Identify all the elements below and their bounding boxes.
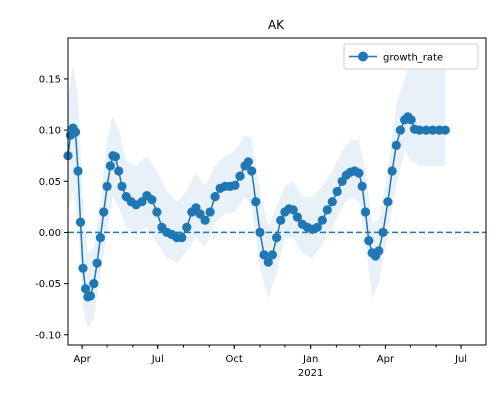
data-point xyxy=(378,227,388,237)
data-point xyxy=(210,192,220,202)
data-point xyxy=(267,250,277,260)
data-point xyxy=(114,166,124,176)
data-point xyxy=(387,166,397,176)
data-point xyxy=(395,125,405,135)
x-tick-label: Apr xyxy=(73,354,91,365)
data-point xyxy=(247,166,257,176)
data-point xyxy=(95,233,105,243)
data-point xyxy=(327,197,337,207)
x-year-label: 2021 xyxy=(298,368,323,379)
data-point xyxy=(105,161,115,171)
data-point xyxy=(255,227,265,237)
y-tick-label: 0.10 xyxy=(39,126,61,137)
data-point xyxy=(292,212,302,222)
x-tick-label: Jan xyxy=(302,354,318,365)
data-point xyxy=(177,233,187,243)
data-point xyxy=(414,125,425,135)
data-point xyxy=(117,181,127,191)
x-tick-label: Oct xyxy=(226,354,243,365)
data-point xyxy=(200,215,210,225)
data-point xyxy=(357,181,367,191)
chart-title: AK xyxy=(268,18,285,32)
confidence-band xyxy=(68,58,446,328)
x-axis: Apr Jul Oct Jan 2021 Apr Jul xyxy=(73,345,467,379)
data-point xyxy=(147,195,157,205)
data-point xyxy=(99,207,109,217)
data-point xyxy=(78,263,88,273)
x-tick-label: Jul xyxy=(151,354,164,365)
data-point xyxy=(406,115,416,125)
data-point xyxy=(421,125,431,135)
data-point xyxy=(251,197,261,207)
y-tick-label: -0.10 xyxy=(35,330,61,341)
data-point xyxy=(391,140,401,150)
data-point xyxy=(322,205,332,215)
data-point xyxy=(360,207,371,217)
data-point xyxy=(312,222,322,232)
legend-box xyxy=(343,43,479,70)
data-point xyxy=(137,197,147,207)
data-point xyxy=(276,215,286,225)
legend-marker xyxy=(358,51,368,62)
x-tick-label: Jul xyxy=(454,354,467,365)
data-point xyxy=(288,205,298,215)
data-point xyxy=(205,207,215,217)
data-point xyxy=(235,171,245,181)
data-point xyxy=(89,279,99,289)
data-point xyxy=(152,207,162,217)
data-point xyxy=(354,168,364,178)
y-tick-label: 0.05 xyxy=(39,177,61,188)
data-point xyxy=(182,222,192,232)
data-point xyxy=(195,209,205,219)
data-point xyxy=(374,246,384,256)
data-point xyxy=(70,127,81,137)
y-tick-label: 0.15 xyxy=(39,74,61,85)
data-point xyxy=(272,233,282,243)
y-tick-label: -0.05 xyxy=(35,279,61,290)
data-point xyxy=(317,215,327,225)
data-point xyxy=(230,180,240,190)
data-point xyxy=(75,217,86,227)
data-point xyxy=(259,250,269,260)
plot-area xyxy=(63,37,487,346)
legend-label: growth_rate xyxy=(383,53,443,64)
x-tick-label: Apr xyxy=(377,354,395,365)
data-point xyxy=(428,125,438,135)
plot-frame xyxy=(67,37,487,346)
data-point xyxy=(243,157,253,167)
data-point xyxy=(92,258,102,268)
y-tick-label: 0.00 xyxy=(39,228,61,239)
data-point xyxy=(110,152,120,162)
data-point xyxy=(73,166,83,176)
legend: growth_rate xyxy=(343,43,479,70)
data-point xyxy=(364,236,374,246)
data-point xyxy=(332,186,342,197)
data-point xyxy=(80,284,91,294)
data-point xyxy=(263,257,273,267)
data-point xyxy=(383,197,393,207)
y-axis: -0.10 -0.05 0.00 0.05 0.10 0.15 xyxy=(35,74,68,341)
data-point xyxy=(85,291,95,301)
data-point xyxy=(102,181,112,191)
data-point xyxy=(440,125,450,135)
